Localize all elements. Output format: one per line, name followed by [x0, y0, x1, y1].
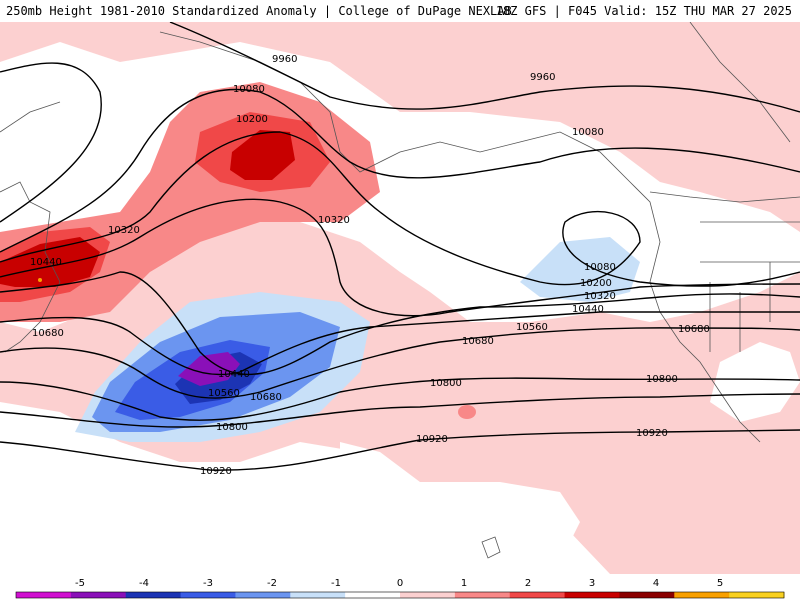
contour-label: 10320	[584, 291, 616, 302]
colorbar-tick-label: 1	[461, 578, 467, 589]
colorbar-tick-label: -5	[75, 578, 85, 589]
contour-label: 10440	[218, 369, 250, 380]
contour-label: 10200	[236, 114, 268, 125]
contour-label: 10200	[580, 278, 612, 289]
colorbar-swatch	[70, 592, 127, 598]
colorbar-tick-labels: -5 -4 -3 -2 -1 0 1 2 3 4 5	[75, 578, 723, 589]
height-contours	[0, 22, 800, 471]
contour-label-layer: 9960 9960 10080 10080 10080 10200 10200 …	[30, 54, 710, 477]
colorbar-swatch	[729, 592, 785, 598]
map-header: 250mb Height 1981-2010 Standardized Anom…	[0, 0, 800, 22]
contour-label: 10080	[233, 84, 265, 95]
contour-label: 10320	[318, 215, 350, 226]
colorbar-tick-label: 5	[717, 578, 723, 589]
contour-label: 10680	[462, 336, 494, 347]
colorbar-swatch	[345, 592, 401, 598]
model-valid-time: 18Z GFS | F045 Valid: 15Z THU MAR 27 202…	[495, 4, 792, 18]
negative-anomaly-max	[178, 352, 240, 386]
colorbar-swatch	[619, 592, 675, 598]
colorbar-tick-label: 2	[525, 578, 531, 589]
contour-label: 10800	[646, 374, 678, 385]
neutral-anomaly	[340, 342, 800, 574]
contour-label: 10920	[200, 466, 232, 477]
contour-label: 10680	[678, 324, 710, 335]
contour-label: 9960	[530, 72, 555, 83]
contour-label: 10560	[516, 322, 548, 333]
colorbar-swatch	[235, 592, 291, 598]
map-title: 250mb Height 1981-2010 Standardized Anom…	[6, 4, 512, 18]
contour-label: 10080	[572, 127, 604, 138]
colorbar-tick-label: 0	[397, 578, 403, 589]
colorbar-tick-label: -3	[203, 578, 213, 589]
colorbar-swatch	[564, 592, 620, 598]
colorbar-swatch	[290, 592, 346, 598]
colorbar-swatch	[400, 592, 456, 598]
colorbar-swatch	[509, 592, 566, 598]
contour-label: 10920	[416, 434, 448, 445]
colorbar: -5 -4 -3 -2 -1 0 1 2 3 4 5	[0, 574, 800, 600]
contour-label: 10680	[250, 392, 282, 403]
colorbar-swatch	[674, 592, 730, 598]
contour-label: 10440	[572, 304, 604, 315]
colorbar-tick-label: 4	[653, 578, 659, 589]
contour-label: 10320	[108, 225, 140, 236]
contour-label: 10800	[216, 422, 248, 433]
colorbar-swatch	[125, 592, 182, 598]
anomaly-peak-marker	[38, 278, 42, 282]
colorbar-swatch	[16, 592, 72, 598]
anomaly-map: 9960 9960 10080 10080 10080 10200 10200 …	[0, 22, 800, 574]
contour-label: 10080	[584, 262, 616, 273]
coastlines	[0, 22, 800, 559]
contour-label: 10560	[208, 388, 240, 399]
colorbar-swatches	[15, 591, 785, 599]
contour-label: 10920	[636, 428, 668, 439]
colorbar-border	[15, 591, 785, 599]
colorbar-swatch	[454, 592, 511, 598]
colorbar-tick-label: -4	[139, 578, 149, 589]
contour-label: 10680	[32, 328, 64, 339]
contour-label: 9960	[272, 54, 297, 65]
colorbar-tick-label: -1	[331, 578, 341, 589]
contour-label: 10800	[430, 378, 462, 389]
colorbar-tick-label: -2	[267, 578, 277, 589]
colorbar-swatch	[180, 592, 236, 598]
colorbar-tick-label: 3	[589, 578, 595, 589]
contour-label: 10440	[30, 257, 62, 268]
